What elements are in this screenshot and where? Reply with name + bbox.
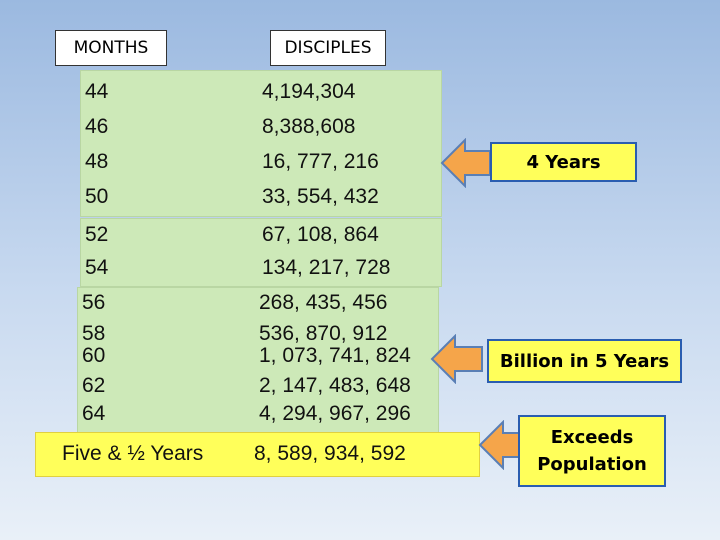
row-group [80, 70, 442, 217]
disciples-cell: 4,194,304 [262, 80, 356, 103]
month-cell: 64 [82, 402, 106, 425]
disciples-cell: 67, 108, 864 [262, 223, 379, 246]
disciples-cell: 4, 294, 967, 296 [259, 402, 411, 425]
final-label: Five & ½ Years [62, 442, 204, 465]
arrow [430, 334, 483, 384]
row-group [80, 218, 442, 287]
disciples-cell: 536, 870, 912 [259, 322, 388, 345]
month-cell: 60 [82, 344, 106, 367]
month-cell: 54 [85, 256, 109, 279]
month-cell: 50 [85, 185, 109, 208]
disciples-cell: 134, 217, 728 [262, 256, 391, 279]
month-cell: 52 [85, 223, 109, 246]
month-cell: 58 [82, 322, 106, 345]
disciples-cell: 16, 777, 216 [262, 150, 379, 173]
disciples-cell: 33, 554, 432 [262, 185, 379, 208]
month-cell: 62 [82, 374, 106, 397]
month-cell: 46 [85, 115, 109, 138]
month-cell: 44 [85, 80, 109, 103]
header-months: MONTHS [55, 30, 167, 66]
row-group [77, 287, 439, 439]
disciples-cell: 2, 147, 483, 648 [259, 374, 411, 397]
month-cell: 56 [82, 291, 106, 314]
final-value: 8, 589, 934, 592 [254, 442, 406, 465]
disciples-cell: 1, 073, 741, 824 [259, 344, 411, 367]
disciples-cell: 8,388,608 [262, 115, 356, 138]
callout: Exceeds Population [518, 415, 666, 487]
arrow [440, 138, 491, 188]
callout: 4 Years [490, 142, 637, 182]
month-cell: 48 [85, 150, 109, 173]
callout: Billion in 5 Years [487, 339, 682, 383]
header-disciples: DISCIPLES [270, 30, 386, 66]
disciples-cell: 268, 435, 456 [259, 291, 388, 314]
final-row-box [35, 432, 480, 477]
